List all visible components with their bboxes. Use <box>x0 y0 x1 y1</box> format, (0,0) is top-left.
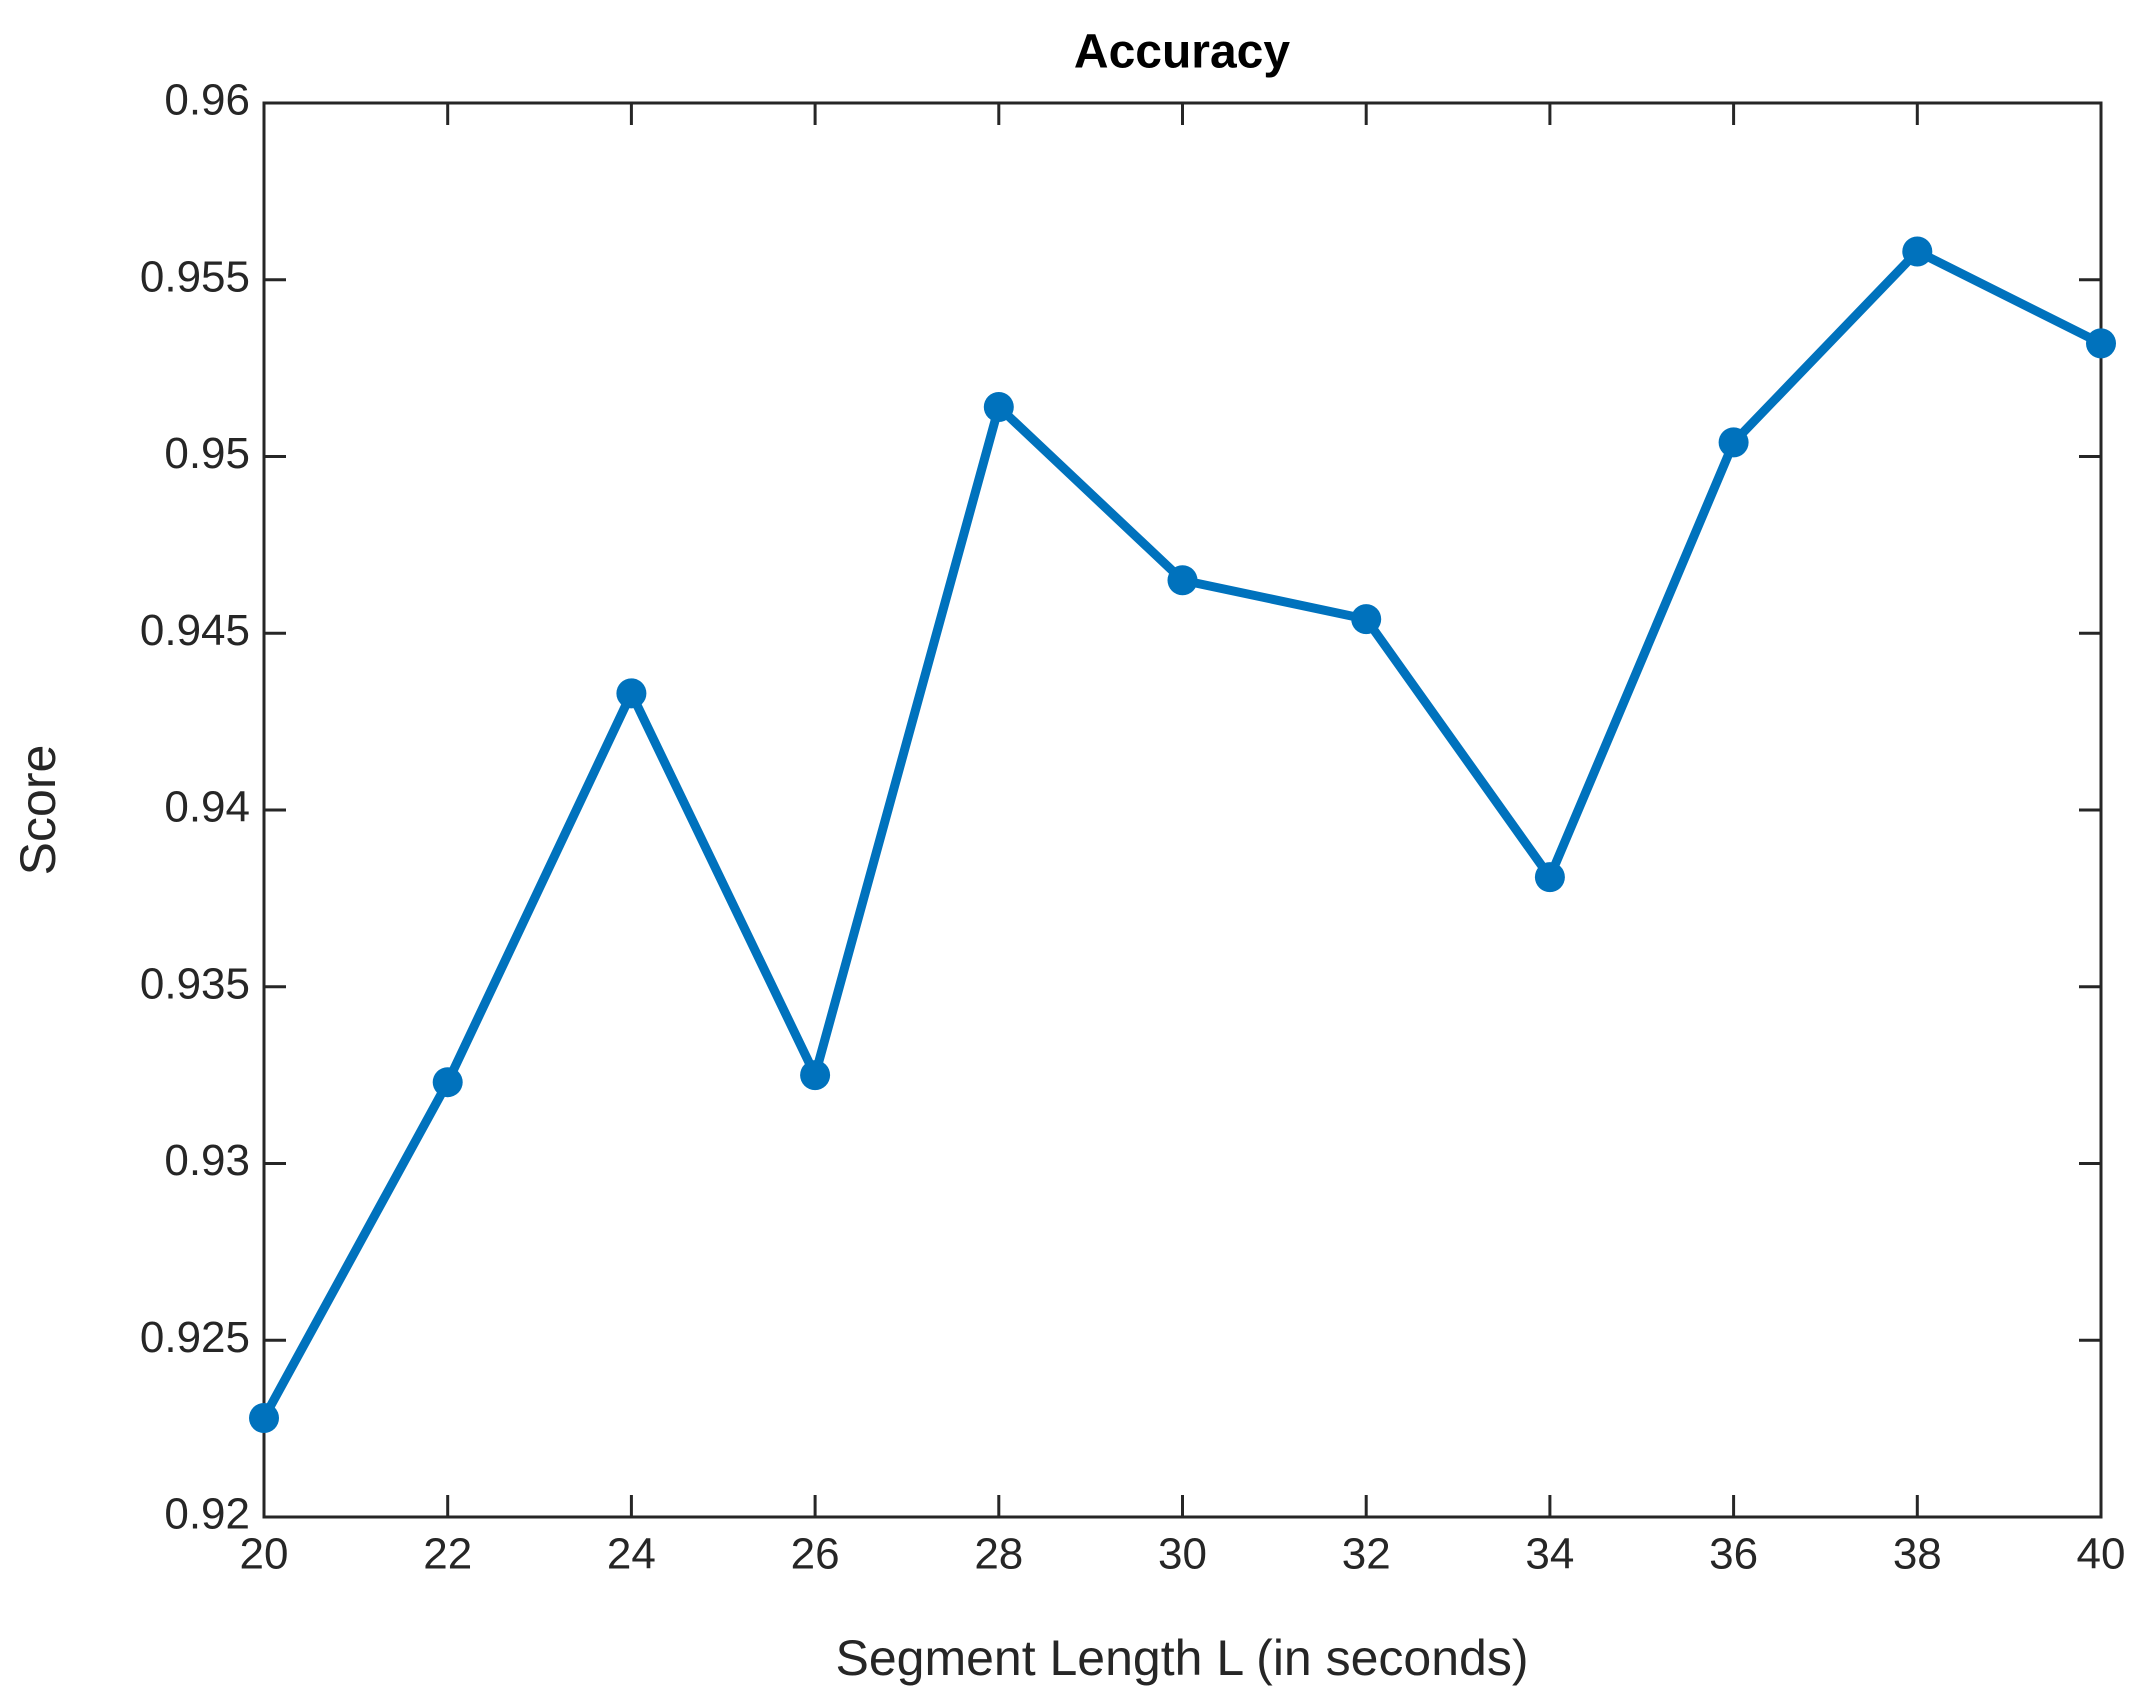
y-tick-label: 0.96 <box>164 76 250 125</box>
y-tick-label: 0.955 <box>140 252 250 301</box>
point <box>432 1067 463 1098</box>
x-tick-label: 30 <box>1158 1530 1207 1579</box>
x-tick-label: 34 <box>1525 1530 1574 1579</box>
y-tick-label: 0.94 <box>164 783 250 832</box>
point <box>800 1060 831 1091</box>
x-tick-label: 38 <box>1893 1530 1942 1579</box>
y-axis-label: Score <box>10 745 66 876</box>
y-tick-label: 0.95 <box>164 429 250 478</box>
point <box>1167 565 1198 596</box>
point <box>1534 862 1565 893</box>
x-tick-label: 24 <box>607 1530 656 1579</box>
point <box>2086 328 2116 359</box>
point <box>249 1403 279 1434</box>
x-tick-label: 26 <box>791 1530 840 1579</box>
y-tick-label: 0.93 <box>164 1136 250 1185</box>
chart-title: Accuracy <box>1074 26 1290 79</box>
point <box>983 392 1014 423</box>
x-tick-label: 40 <box>2077 1530 2126 1579</box>
y-tick-label: 0.92 <box>164 1490 250 1539</box>
x-axis-label: Segment Length L (in seconds) <box>835 1630 1528 1686</box>
y-tick-label: 0.935 <box>140 959 250 1008</box>
y-tick-label: 0.925 <box>140 1313 250 1362</box>
point <box>1351 604 1382 635</box>
x-tick-label: 20 <box>240 1530 289 1579</box>
x-tick-label: 36 <box>1709 1530 1758 1579</box>
x-tick-label: 32 <box>1342 1530 1391 1579</box>
point <box>1718 427 1749 458</box>
y-tick-label: 0.945 <box>140 606 250 655</box>
x-tick-label: 22 <box>423 1530 472 1579</box>
point <box>1902 236 1933 267</box>
point <box>616 678 647 709</box>
plot-box <box>262 101 2103 1519</box>
x-tick-label: 28 <box>974 1530 1023 1579</box>
